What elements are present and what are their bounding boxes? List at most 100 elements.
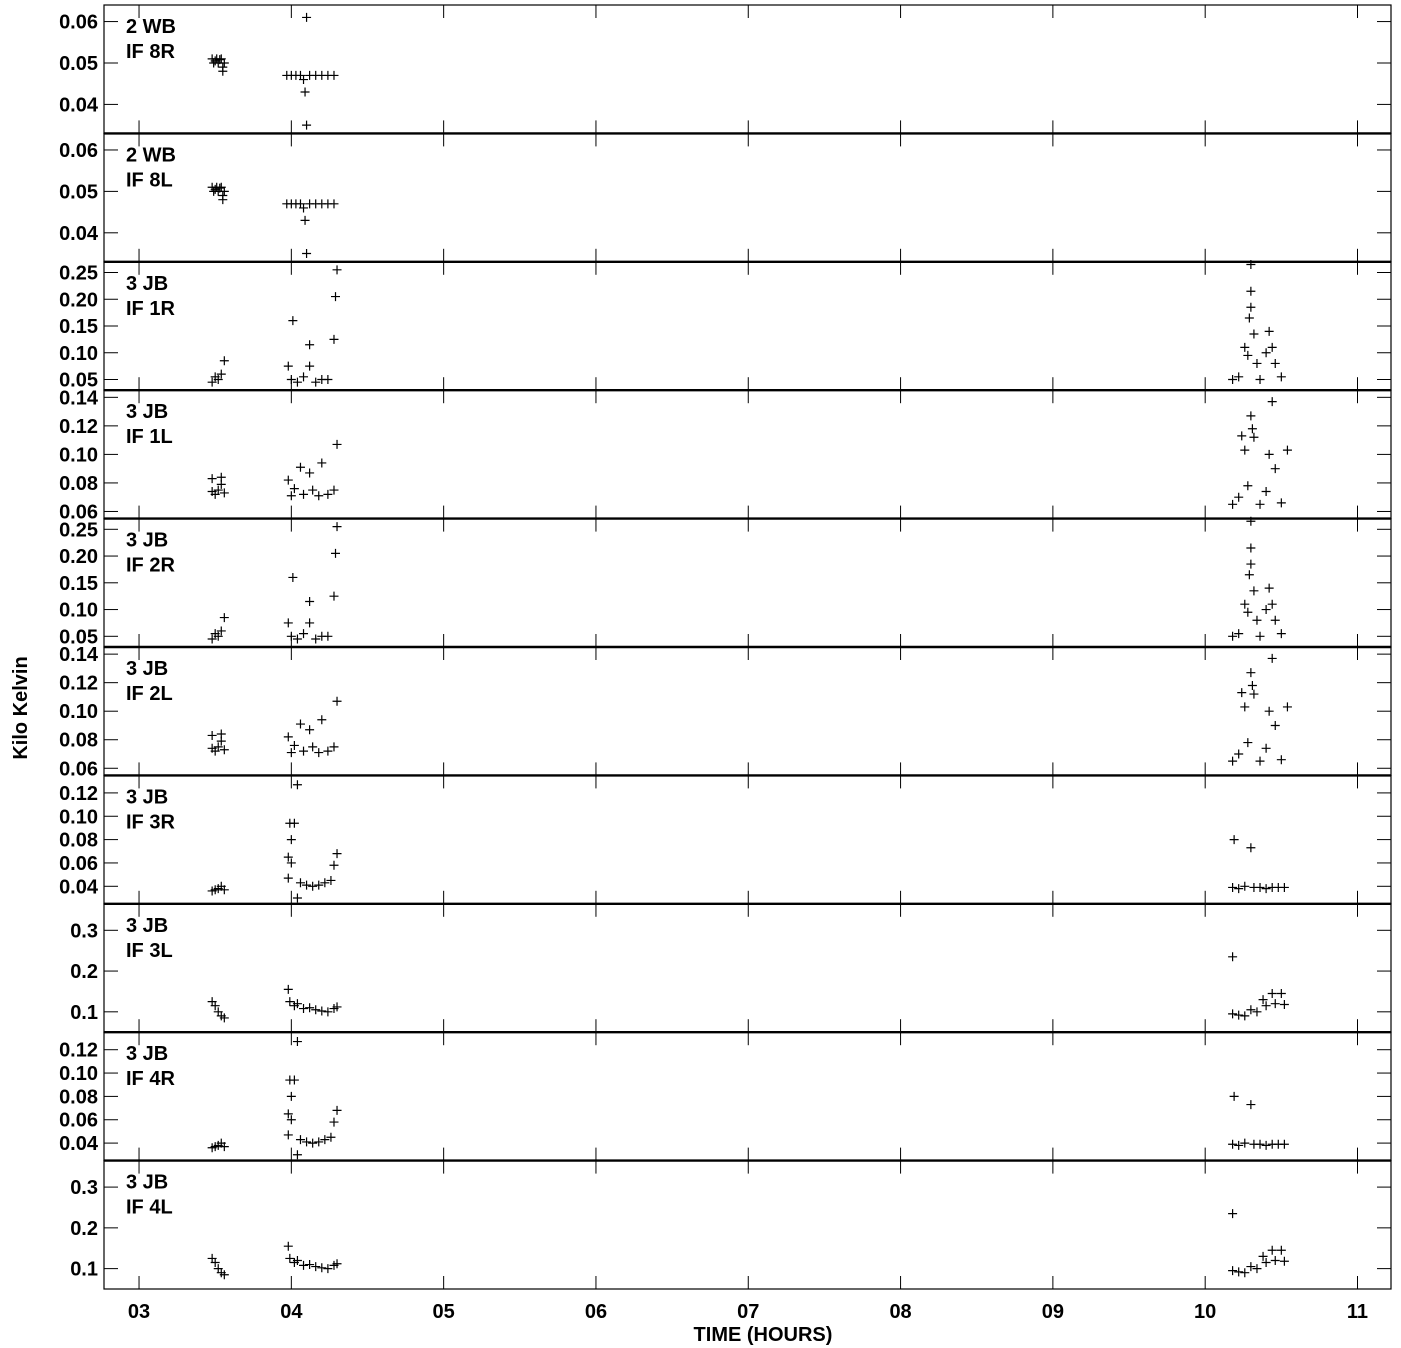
data-point	[1252, 615, 1262, 625]
data-point	[332, 1259, 342, 1269]
panel-label-antenna: 3 JB	[126, 915, 168, 937]
data-point	[323, 1264, 333, 1274]
data-point	[299, 489, 309, 499]
data-point	[216, 736, 226, 746]
y-tick-label: 0.12	[59, 783, 98, 805]
data-point	[1255, 1139, 1265, 1149]
data-point	[323, 1007, 333, 1017]
data-point	[1234, 372, 1244, 382]
data-point	[286, 375, 296, 384]
data-point	[1264, 706, 1274, 716]
data-point	[323, 489, 333, 499]
data-point	[289, 484, 299, 494]
y-tick-label: 0.12	[59, 416, 98, 438]
data-point	[1270, 1255, 1280, 1265]
x-tick-label: 03	[128, 1301, 150, 1323]
panel-label-if: IF 4R	[126, 1068, 175, 1090]
data-point	[1252, 1264, 1262, 1274]
panel-5: 0.05 0.10 0.15 0.20 0.25 3 JB IF 2R	[59, 516, 1392, 648]
panel-frame	[103, 903, 1392, 1033]
data-point	[1267, 599, 1277, 609]
data-point	[292, 999, 302, 1009]
data-point	[1267, 988, 1277, 998]
panel-frame	[103, 389, 1392, 520]
data-point	[215, 183, 225, 193]
data-point	[305, 340, 315, 350]
data-point	[213, 485, 223, 495]
data-point	[219, 1142, 229, 1152]
panel-frame	[103, 261, 1392, 391]
data-point	[1270, 358, 1280, 368]
y-tick-label: 0.05	[59, 181, 98, 203]
data-point	[311, 377, 321, 387]
data-point	[213, 375, 223, 384]
data-point	[314, 491, 324, 501]
data-point	[331, 548, 341, 558]
data-point	[219, 488, 229, 498]
data-point	[317, 1263, 327, 1273]
y-tick-label: 0.12	[59, 1040, 98, 1062]
y-tick-label: 0.15	[59, 573, 98, 595]
data-point	[314, 880, 324, 890]
data-point	[1267, 653, 1277, 663]
y-tick-label: 0.3	[70, 920, 98, 942]
panel-label-if: IF 2R	[126, 555, 175, 577]
x-tick-label: 05	[433, 1301, 455, 1323]
data-point	[283, 1130, 293, 1140]
data-point	[289, 740, 299, 750]
y-tick-label: 0.06	[59, 1110, 98, 1132]
data-point	[332, 696, 342, 706]
data-point	[207, 377, 217, 387]
y-tick-label: 0.20	[59, 289, 98, 311]
data-point	[1243, 350, 1253, 360]
data-point	[329, 485, 339, 495]
data-point	[292, 1255, 302, 1265]
data-point	[1244, 570, 1254, 580]
data-point	[305, 597, 315, 607]
y-tick-label: 0.15	[59, 316, 98, 338]
data-point	[1240, 1138, 1250, 1148]
data-point	[210, 1001, 220, 1011]
data-point	[1246, 559, 1256, 569]
panel-frame	[103, 774, 1392, 905]
data-point	[288, 572, 298, 582]
data-point	[332, 439, 342, 449]
y-tick-label: 0.08	[59, 473, 98, 495]
y-tick-label: 0.10	[59, 701, 98, 723]
panel-label-if: IF 1L	[126, 426, 173, 448]
data-point	[286, 1091, 296, 1101]
x-tick-label: 11	[1347, 1301, 1368, 1323]
data-point	[1240, 599, 1250, 609]
data-point	[1237, 431, 1247, 441]
panel-frame	[103, 646, 1392, 776]
data-point	[292, 893, 302, 903]
y-tick-label: 0.25	[59, 263, 98, 285]
data-point	[300, 215, 310, 225]
data-point	[1252, 358, 1262, 368]
data-point	[1255, 756, 1265, 766]
data-point	[219, 186, 229, 196]
data-point	[1267, 397, 1277, 407]
data-point	[1249, 432, 1259, 442]
data-point	[1247, 424, 1257, 434]
data-point	[219, 1013, 229, 1023]
data-point	[1237, 688, 1247, 698]
y-tick-label: 0.08	[59, 730, 98, 752]
data-point	[302, 249, 312, 259]
data-point	[1261, 605, 1271, 615]
data-point	[207, 730, 217, 740]
data-point	[285, 997, 295, 1007]
data-point	[1282, 702, 1292, 712]
data-point	[1246, 516, 1256, 526]
y-tick-label: 0.10	[59, 600, 98, 622]
data-point	[1234, 1267, 1244, 1277]
data-point	[1252, 1007, 1262, 1017]
data-point	[283, 732, 293, 742]
data-point	[332, 849, 342, 859]
data-point	[286, 631, 296, 641]
data-point	[1255, 882, 1265, 892]
data-point	[219, 58, 229, 68]
data-point	[329, 742, 339, 752]
data-point	[295, 878, 305, 888]
panel-label-antenna: 2 WB	[126, 144, 176, 166]
